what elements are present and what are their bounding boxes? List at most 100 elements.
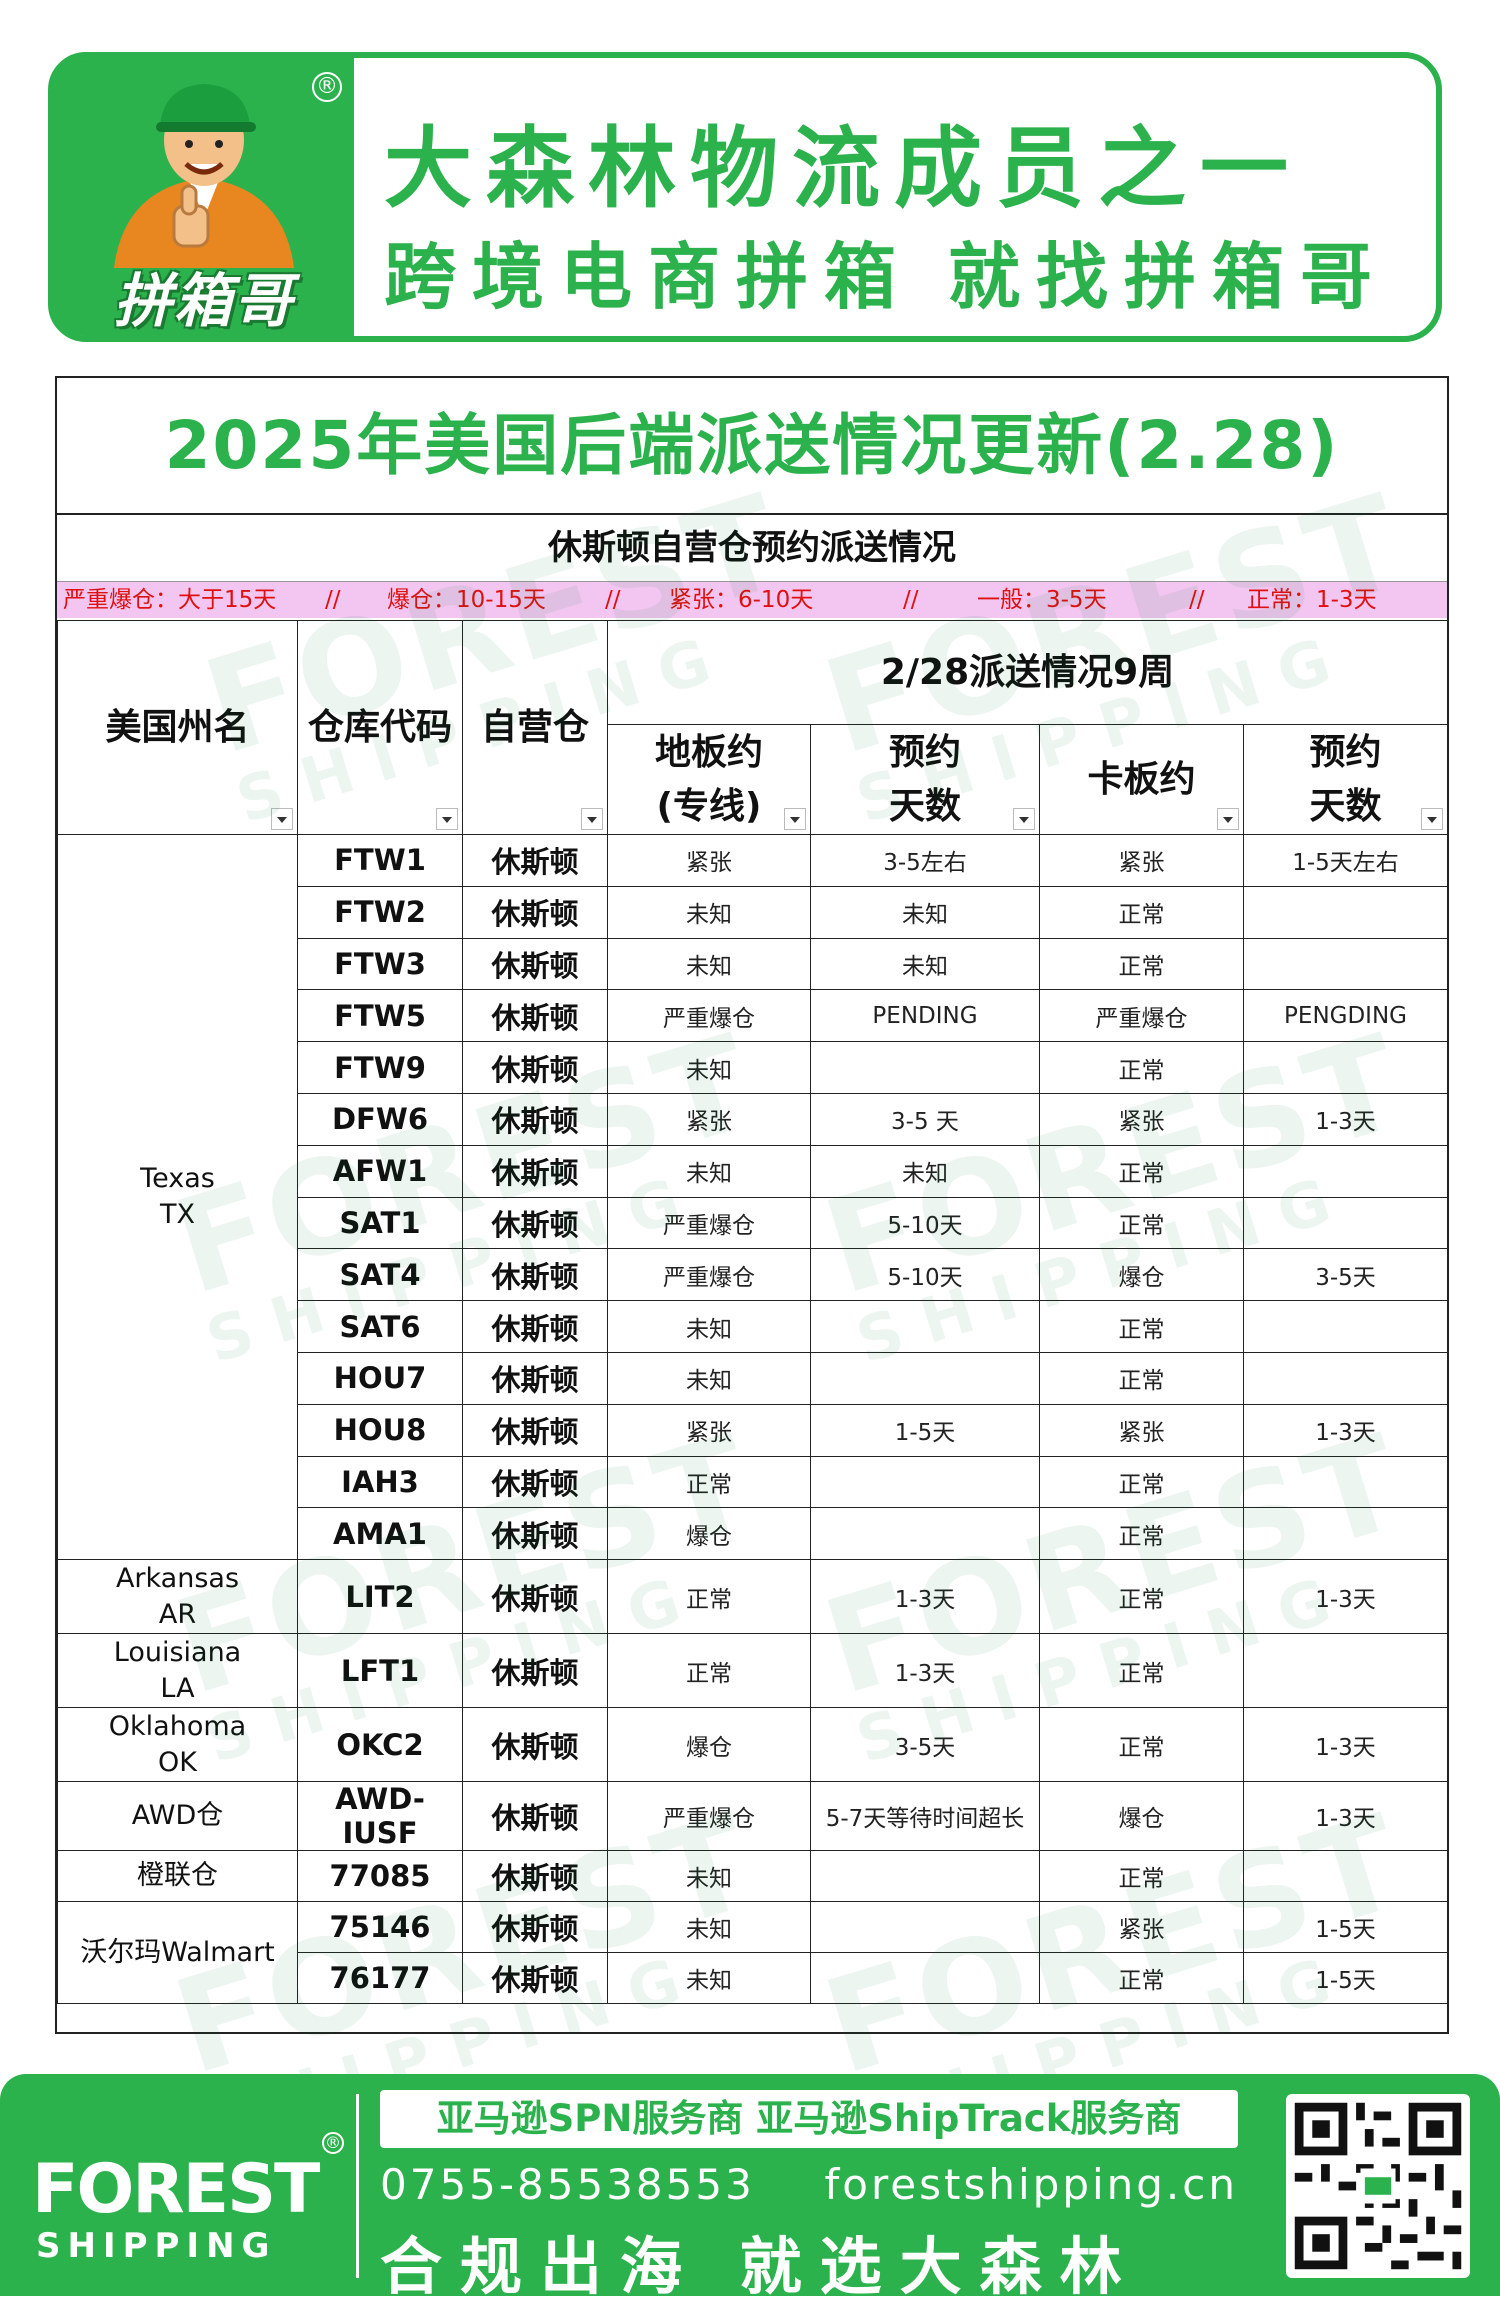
table-row: Oklahoma OK OKC2 休斯顿 爆仓 3-5天 正常 1-3天 xyxy=(57,1707,1449,1783)
pallet-status-cell: 正常 xyxy=(1039,1455,1244,1509)
pallet-status-cell: 正常 xyxy=(1039,937,1244,991)
warehouse-cell: 休斯顿 xyxy=(462,1248,608,1302)
warehouse-code-cell: 77085 xyxy=(297,1850,463,1903)
filter-dropdown-icon[interactable] xyxy=(784,808,806,830)
floor-days-cell xyxy=(810,1455,1040,1509)
table-row: Louisiana LA LFT1 休斯顿 正常 1-3天 正常 xyxy=(57,1633,1449,1709)
state-cell: AWD仓 xyxy=(57,1781,298,1852)
warehouse-code-cell: FTW1 xyxy=(297,834,463,887)
floor-status-cell: 未知 xyxy=(607,1850,811,1903)
warehouse-code-cell: IAH3 xyxy=(297,1455,463,1509)
table-row: Texas TX FTW1 休斯顿 紧张 3-5左右 紧张 1-5天左右 xyxy=(57,833,1449,1561)
floor-status-cell: 严重爆仓 xyxy=(607,989,811,1043)
floor-status-cell: 未知 xyxy=(607,1041,811,1094)
header-floor[interactable]: 地板约 (专线) xyxy=(607,724,811,835)
footer-brand-name: FOREST xyxy=(32,2150,320,2229)
floor-days-cell: 3-5 天 xyxy=(810,1092,1040,1146)
floor-days-cell: PENDING xyxy=(810,989,1040,1043)
logo-text: 拼箱哥 xyxy=(113,267,294,335)
floor-days-cell: 未知 xyxy=(810,937,1040,991)
header-state[interactable]: 美国州名 xyxy=(57,620,298,835)
legend-full: 爆仓：10-15天 xyxy=(387,587,546,613)
pallet-days-cell xyxy=(1242,885,1449,939)
floor-status-cell: 未知 xyxy=(607,1300,811,1353)
mascot-icon xyxy=(114,84,294,268)
footer-website[interactable]: forestshipping.cn xyxy=(824,2160,1238,2209)
header-floor-days[interactable]: 预约 天数 xyxy=(810,724,1040,835)
pallet-status-cell: 正常 xyxy=(1039,1507,1244,1561)
pallet-days-cell xyxy=(1242,1351,1449,1405)
floor-days-cell: 3-5左右 xyxy=(810,834,1040,887)
pallet-status-cell: 正常 xyxy=(1039,1952,1244,2005)
footer-brand-sub: SHIPPING xyxy=(36,2226,277,2266)
floor-status-cell: 严重爆仓 xyxy=(607,1248,811,1302)
legend-sep: // xyxy=(903,587,919,613)
filter-dropdown-icon[interactable] xyxy=(436,808,458,830)
floor-status-cell: 严重爆仓 xyxy=(607,1196,811,1250)
warehouse-table-body: Texas TX FTW1 休斯顿 紧张 3-5左右 紧张 1-5天左右 FTW2 休斯顿 未知 未知… xyxy=(57,833,1449,2005)
registered-mark: ® xyxy=(322,2132,344,2154)
floor-status-cell: 正常 xyxy=(607,1633,811,1709)
warehouse-code-cell: FTW5 xyxy=(297,989,463,1043)
filter-dropdown-icon[interactable] xyxy=(581,808,603,830)
pallet-days-cell: 1-3天 xyxy=(1242,1403,1449,1457)
header-warehouse[interactable]: 自营仓 xyxy=(462,620,608,835)
pallet-days-cell xyxy=(1242,1196,1449,1250)
table-row: FTW2 休斯顿 未知 未知 正常 xyxy=(58,885,1449,939)
table-row: SAT6 休斯顿 未知 正常 xyxy=(58,1300,1449,1353)
pallet-days-cell xyxy=(1242,1633,1449,1709)
state-cell: 橙联仓 xyxy=(57,1850,298,1903)
warehouse-code-cell: FTW2 xyxy=(297,885,463,939)
table-row: 橙联仓 77085 休斯顿 未知 正常 xyxy=(57,1850,1449,1903)
page-title: 2025年美国后端派送情况更新(2.28) xyxy=(57,378,1447,515)
table-row: FTW5 休斯顿 严重爆仓 PENDING 严重爆仓 PENGDING xyxy=(58,989,1449,1043)
pallet-status-cell: 正常 xyxy=(1039,1144,1244,1198)
warehouse-cell: 休斯顿 xyxy=(462,1092,608,1146)
floor-days-cell: 未知 xyxy=(810,1144,1040,1198)
warehouse-cell: 休斯顿 xyxy=(462,989,608,1043)
pallet-days-cell: 3-5天 xyxy=(1242,1248,1449,1302)
filter-dropdown-icon[interactable] xyxy=(1217,808,1239,830)
table-row: 76177 休斯顿 未知 正常 1-5天 xyxy=(58,1952,1449,2005)
floor-days-cell: 1-5天 xyxy=(810,1403,1040,1457)
filter-dropdown-icon[interactable] xyxy=(1421,808,1444,830)
pallet-status-cell: 正常 xyxy=(1039,885,1244,939)
pallet-days-cell: 1-5天 xyxy=(1242,1901,1449,1954)
footer-phone[interactable]: 0755-85538553 xyxy=(380,2160,755,2209)
floor-status-cell: 未知 xyxy=(607,1351,811,1405)
footer-contact: 0755-85538553 forestshipping.cn xyxy=(380,2160,1238,2209)
filter-dropdown-icon[interactable] xyxy=(1013,808,1035,830)
pallet-status-cell: 紧张 xyxy=(1039,1901,1244,1954)
floor-days-cell: 5-7天等待时间超长 xyxy=(810,1781,1040,1852)
warehouse-cell: 休斯顿 xyxy=(462,1901,608,1954)
floor-status-cell: 紧张 xyxy=(607,1403,811,1457)
header-code[interactable]: 仓库代码 xyxy=(297,620,463,835)
floor-status-cell: 未知 xyxy=(607,937,811,991)
warehouse-code-cell: FTW9 xyxy=(297,1041,463,1094)
header-pallet[interactable]: 卡板约 xyxy=(1039,724,1244,835)
pallet-days-cell xyxy=(1242,1300,1449,1353)
warehouse-cell: 休斯顿 xyxy=(462,1781,608,1852)
registered-mark: ® xyxy=(312,72,342,102)
floor-status-cell: 正常 xyxy=(607,1559,811,1635)
header-pallet-days[interactable]: 预约 天数 xyxy=(1242,724,1449,835)
warehouse-cell: 休斯顿 xyxy=(462,1455,608,1509)
state-cell: 沃尔玛Walmart xyxy=(57,1901,298,2005)
table-row: FTW3 休斯顿 未知 未知 正常 xyxy=(58,937,1449,991)
warehouse-cell: 休斯顿 xyxy=(462,1196,608,1250)
pallet-status-cell: 正常 xyxy=(1039,1707,1244,1783)
floor-days-cell: 5-10天 xyxy=(810,1248,1040,1302)
qr-code-icon[interactable] xyxy=(1286,2094,1470,2278)
banner-tagline: 跨境电商拼箱 就找拼箱哥 xyxy=(384,218,1388,323)
floor-status-cell: 未知 xyxy=(607,885,811,939)
status-legend: 严重爆仓：大于15天 // 爆仓：10-15天 // 紧张：6-10天 // 一… xyxy=(57,582,1447,618)
pallet-days-cell xyxy=(1242,1455,1449,1509)
filter-dropdown-icon[interactable] xyxy=(271,808,293,830)
pallet-status-cell: 正常 xyxy=(1039,1300,1244,1353)
table-row: IAH3 休斯顿 正常 正常 xyxy=(58,1455,1449,1509)
pallet-status-cell: 紧张 xyxy=(1039,1403,1244,1457)
floor-days-cell xyxy=(810,1300,1040,1353)
pallet-days-cell xyxy=(1242,1850,1449,1903)
warehouse-cell: 休斯顿 xyxy=(462,937,608,991)
table-row: HOU8 休斯顿 紧张 1-5天 紧张 1-3天 xyxy=(58,1403,1449,1457)
